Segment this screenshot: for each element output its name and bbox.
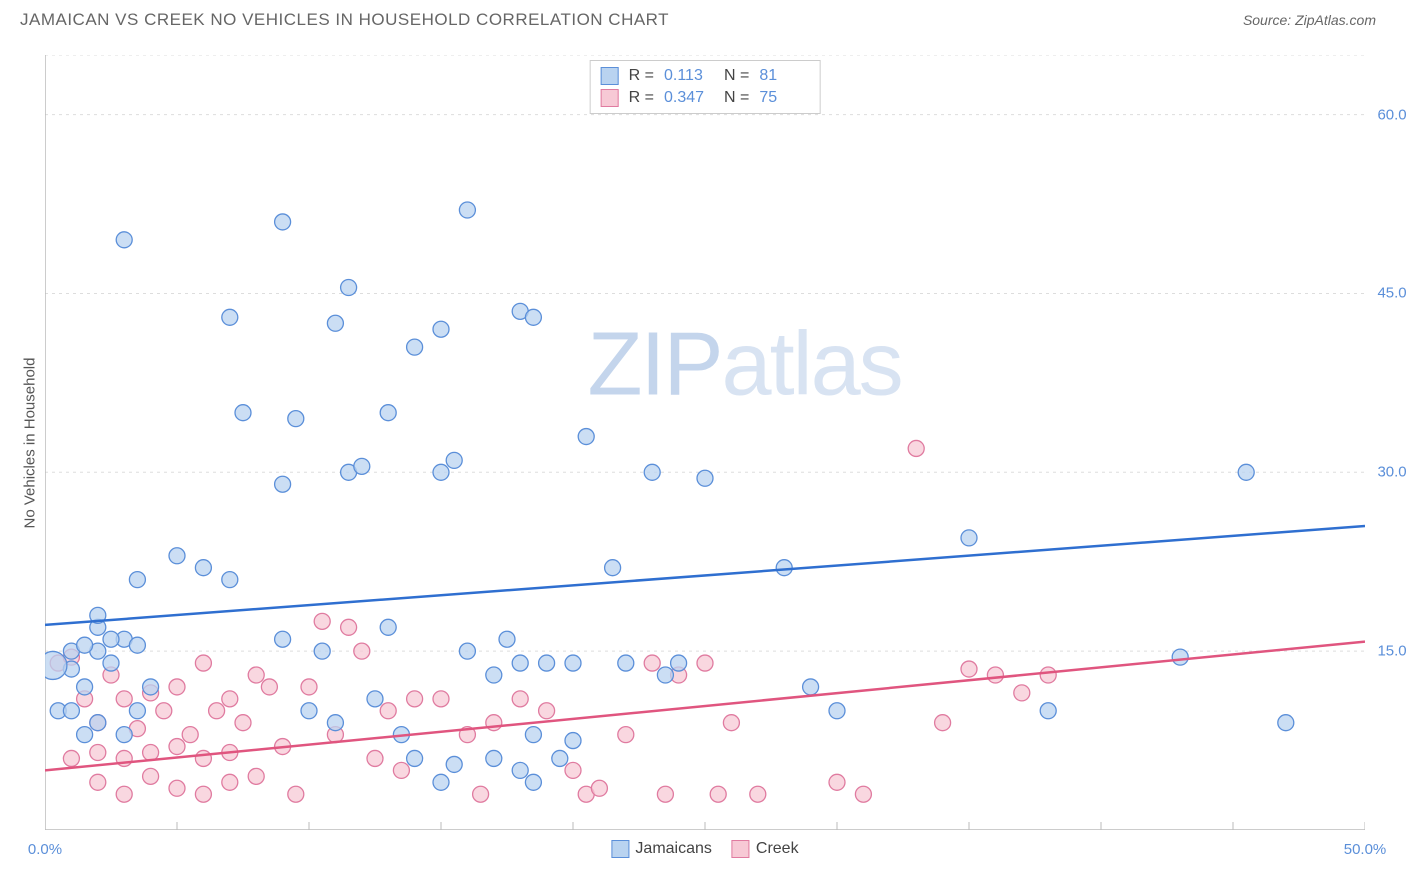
legend-bottom: Jamaicans Creek	[611, 840, 798, 858]
y-tick-label: 60.0%	[1377, 106, 1406, 123]
x-tick-label: 50.0%	[1344, 841, 1387, 858]
legend-item-s2: Creek	[732, 840, 799, 858]
n-val-1: 81	[759, 67, 809, 85]
source-label: Source: ZipAtlas.com	[1243, 12, 1376, 28]
stats-row-1: R = 0.113 N = 81	[601, 65, 810, 87]
n-label-2: N =	[724, 89, 749, 107]
legend-item-s1: Jamaicans	[611, 840, 711, 858]
swatch-s2	[601, 89, 619, 107]
legend-swatch-s1	[611, 840, 629, 858]
n-label-1: N =	[724, 67, 749, 85]
stats-row-2: R = 0.347 N = 75	[601, 87, 810, 109]
chart-title: JAMAICAN VS CREEK NO VEHICLES IN HOUSEHO…	[20, 10, 669, 30]
swatch-s1	[601, 67, 619, 85]
r-val-2: 0.347	[664, 89, 714, 107]
legend-swatch-s2	[732, 840, 750, 858]
n-val-2: 75	[759, 89, 809, 107]
legend-label-s1: Jamaicans	[635, 840, 711, 858]
x-tick-label: 0.0%	[28, 841, 62, 858]
plot-svg	[45, 55, 1365, 830]
r-label-1: R =	[629, 67, 654, 85]
y-tick-label: 45.0%	[1377, 285, 1406, 302]
r-label-2: R =	[629, 89, 654, 107]
stats-legend-box: R = 0.113 N = 81 R = 0.347 N = 75	[590, 60, 821, 114]
y-tick-label: 15.0%	[1377, 643, 1406, 660]
legend-label-s2: Creek	[756, 840, 799, 858]
scatter-chart: No Vehicles in Household ZIPatlas R = 0.…	[45, 55, 1365, 830]
y-tick-label: 30.0%	[1377, 464, 1406, 481]
y-axis-label: No Vehicles in Household	[22, 357, 39, 528]
r-val-1: 0.113	[664, 67, 714, 85]
